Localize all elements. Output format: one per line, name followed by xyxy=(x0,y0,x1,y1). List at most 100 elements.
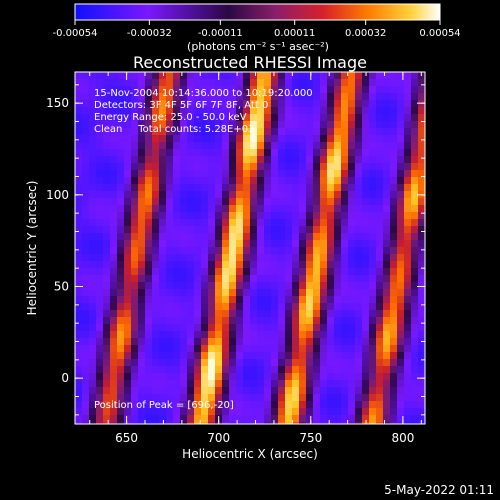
heatmap-cell xyxy=(96,184,104,192)
heatmap-cell xyxy=(215,114,223,122)
heatmap-cell xyxy=(89,233,97,241)
heatmap-cell xyxy=(103,219,111,227)
heatmap-cell xyxy=(257,387,265,395)
heatmap-cell xyxy=(327,219,335,227)
heatmap-cell xyxy=(96,324,104,332)
heatmap-cell xyxy=(271,415,279,423)
heatmap-cell xyxy=(152,121,160,129)
heatmap-cell xyxy=(292,184,300,192)
heatmap-cell xyxy=(390,93,398,101)
heatmap-cell xyxy=(89,387,97,395)
heatmap-cell xyxy=(306,191,314,199)
heatmap-cell xyxy=(166,198,174,206)
heatmap-cell xyxy=(292,401,300,409)
heatmap-cell xyxy=(355,170,363,178)
heatmap-cell xyxy=(383,86,391,94)
heatmap-cell xyxy=(397,345,405,353)
heatmap-cell xyxy=(180,415,188,423)
heatmap-cell xyxy=(173,373,181,381)
heatmap-cell xyxy=(341,289,349,297)
heatmap-cell xyxy=(222,86,230,94)
heatmap-cell xyxy=(152,310,160,318)
heatmap-cell xyxy=(201,135,209,143)
heatmap-cell xyxy=(166,233,174,241)
heatmap-cell xyxy=(383,387,391,395)
heatmap-cell xyxy=(264,93,272,101)
heatmap-cell xyxy=(285,156,293,164)
heatmap-cell xyxy=(355,415,363,423)
heatmap-cell xyxy=(397,261,405,269)
heatmap-cell xyxy=(278,205,286,213)
heatmap-cell xyxy=(201,100,209,108)
heatmap-cell xyxy=(215,380,223,388)
heatmap-cell xyxy=(159,422,167,424)
heatmap-cell xyxy=(208,156,216,164)
heatmap-cell xyxy=(390,170,398,178)
heatmap-cell xyxy=(271,261,279,269)
heatmap-cell xyxy=(376,212,384,220)
heatmap-cell xyxy=(418,289,425,297)
heatmap-cell xyxy=(187,331,195,339)
heatmap-cell xyxy=(187,261,195,269)
heatmap-cell xyxy=(89,338,97,346)
heatmap-cell xyxy=(159,366,167,374)
heatmap-cell xyxy=(264,345,272,353)
heatmap-cell xyxy=(278,408,286,416)
heatmap-cell xyxy=(348,282,356,290)
heatmap-cell xyxy=(271,191,279,199)
heatmap-cell xyxy=(159,338,167,346)
heatmap-cell xyxy=(327,156,335,164)
heatmap-cell xyxy=(397,226,405,234)
heatmap-cell xyxy=(236,205,244,213)
heatmap-cell xyxy=(250,114,258,122)
heatmap-cell xyxy=(418,401,425,409)
heatmap-cell xyxy=(138,261,146,269)
heatmap-cell xyxy=(180,121,188,129)
heatmap-cell xyxy=(348,331,356,339)
heatmap-cell xyxy=(383,247,391,255)
heatmap-cell xyxy=(124,128,132,136)
heatmap-cell xyxy=(180,149,188,157)
heatmap-cell xyxy=(159,331,167,339)
heatmap-cell xyxy=(131,275,139,283)
heatmap-cell xyxy=(229,387,237,395)
heatmap-cell xyxy=(285,100,293,108)
heatmap-cell xyxy=(397,254,405,262)
heatmap-cell xyxy=(166,380,174,388)
heatmap-cell xyxy=(96,163,104,171)
colorbar: -0.00054 -0.00032 -0.00011 0.00011 0.00032 0.… xyxy=(53,3,461,53)
heatmap-cell xyxy=(138,289,146,297)
heatmap-cell xyxy=(187,268,195,276)
heatmap-cell xyxy=(327,275,335,283)
heatmap-cell xyxy=(404,107,412,115)
heatmap-cell xyxy=(313,177,321,185)
heatmap-cell xyxy=(159,226,167,234)
heatmap-cell xyxy=(355,142,363,150)
heatmap-cell xyxy=(411,387,419,395)
heatmap-cell xyxy=(411,240,419,248)
heatmap-cell xyxy=(152,345,160,353)
heatmap-cell xyxy=(369,107,377,115)
heatmap-cell xyxy=(271,401,279,409)
heatmap-cell xyxy=(96,275,104,283)
heatmap-cell xyxy=(418,86,425,94)
heatmap-cell xyxy=(313,79,321,87)
heatmap-cell xyxy=(222,212,230,220)
heatmap-cell xyxy=(397,366,405,374)
heatmap-cell xyxy=(110,93,118,101)
heatmap-cell xyxy=(243,331,251,339)
heatmap-cell xyxy=(348,338,356,346)
heatmap-cell xyxy=(89,212,97,220)
heatmap-cell xyxy=(82,380,90,388)
heatmap-cell xyxy=(250,247,258,255)
heatmap-cell xyxy=(411,408,419,416)
heatmap-cell xyxy=(341,415,349,423)
heatmap-cell xyxy=(341,345,349,353)
heatmap-cell xyxy=(201,219,209,227)
heatmap-cell xyxy=(299,114,307,122)
heatmap-cell xyxy=(201,296,209,304)
heatmap-cell xyxy=(264,261,272,269)
heatmap-cell xyxy=(222,331,230,339)
heatmap-cell xyxy=(152,359,160,367)
heatmap-cell xyxy=(229,261,237,269)
